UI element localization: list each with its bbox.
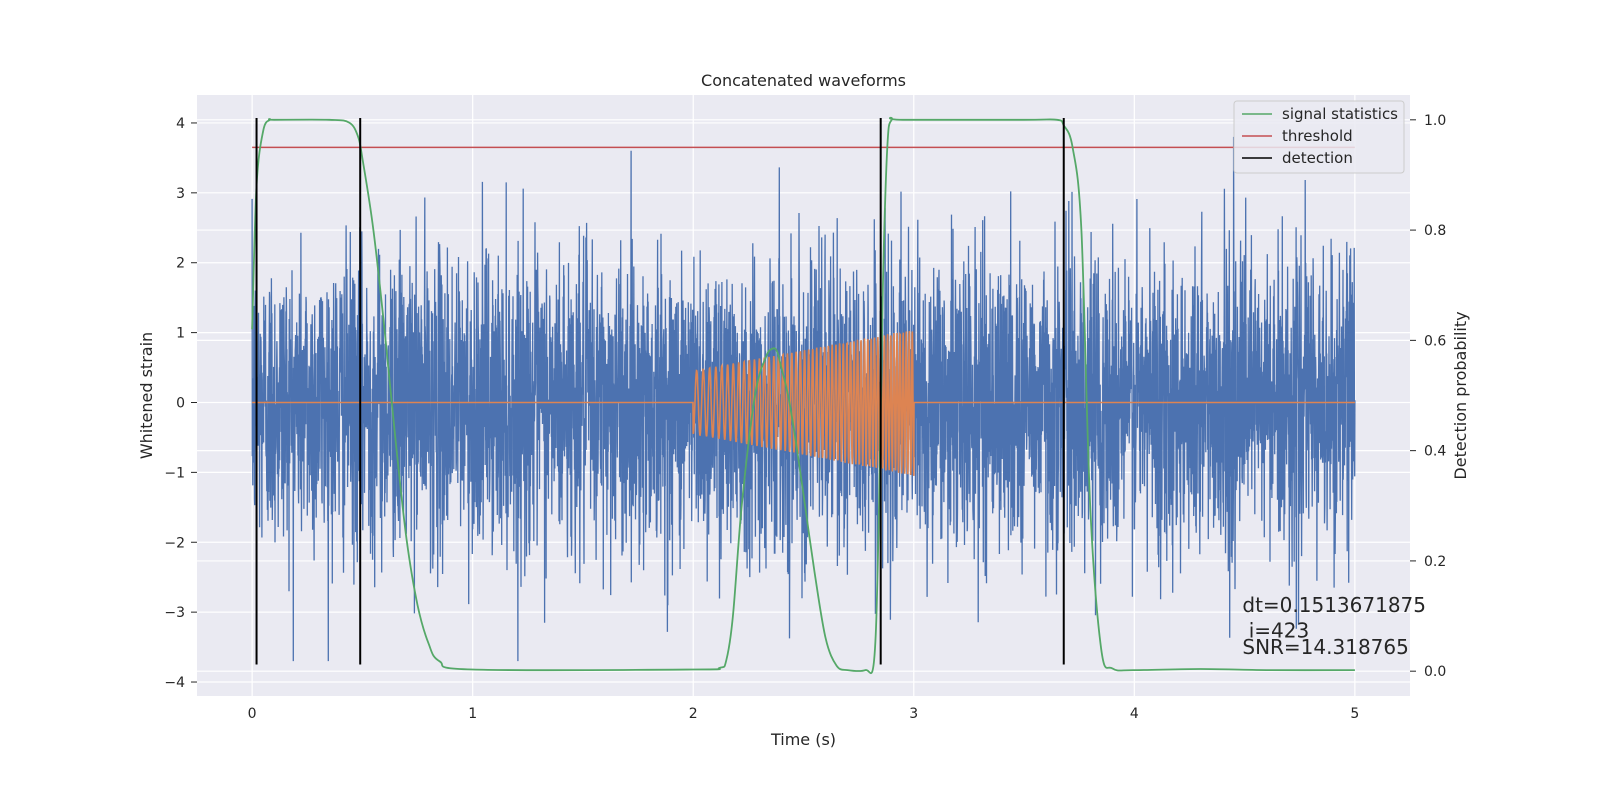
y-tick-label: 1: [176, 326, 185, 342]
annotation-snr: SNR=14.318765: [1242, 635, 1408, 659]
chart-title: Concatenated waveforms: [701, 71, 906, 90]
x-tick-label: 4: [1130, 706, 1139, 722]
y-tick-label: −2: [164, 535, 185, 551]
y2-tick-label: 0.6: [1424, 333, 1446, 349]
x-axis-label: Time (s): [770, 730, 836, 749]
y2-tick-label: 0.8: [1424, 223, 1446, 239]
y2-tick-label: 0.0: [1424, 664, 1446, 680]
tick-layer: 0 1 2 3 4 5 4 3 2 1 0 −1 −2 −3 −4 1.0 0.8 0.6 0.4 0.2 0.0: [164, 113, 1446, 722]
x-tick-label: 0: [248, 706, 257, 722]
x-tick-label: 1: [468, 706, 477, 722]
whitened-strain-line: [251, 136, 1356, 662]
y-axis-label: Whitened strain: [137, 332, 156, 459]
y-tick-label: 4: [176, 116, 185, 132]
y-tick-label: −3: [164, 605, 185, 621]
y2-axis-label: Detection probability: [1451, 311, 1470, 479]
signal-statistics-line: [251, 116, 1355, 674]
x-tick-label: 5: [1350, 706, 1359, 722]
y2-tick-label: 1.0: [1424, 113, 1446, 129]
y-tick-label: 0: [176, 395, 185, 411]
legend-box: [1233, 100, 1405, 174]
legend: signal statistics threshold detection: [1233, 100, 1405, 174]
annotation-dt: dt=0.1513671875: [1242, 593, 1426, 617]
data-layer: [251, 116, 1356, 674]
injected-signal-line: [252, 331, 1355, 476]
y2-tick-label: 0.4: [1424, 444, 1446, 460]
annotation-index: i=423: [1242, 618, 1309, 642]
legend-label-threshold: threshold: [1282, 127, 1353, 145]
x-tick-label: 2: [689, 706, 698, 722]
y-tick-label: −1: [164, 465, 185, 481]
y-tick-label: 3: [176, 186, 185, 202]
x-tick-label: 3: [909, 706, 918, 722]
legend-label-signal-statistics: signal statistics: [1282, 105, 1398, 123]
y-tick-label: −4: [164, 675, 185, 691]
annotations: dt=0.1513671875 i=423 SNR=14.318765: [1242, 593, 1426, 659]
legend-label-detection: detection: [1282, 149, 1353, 167]
y-tick-label: 2: [176, 256, 185, 272]
y2-tick-label: 0.2: [1424, 554, 1446, 570]
